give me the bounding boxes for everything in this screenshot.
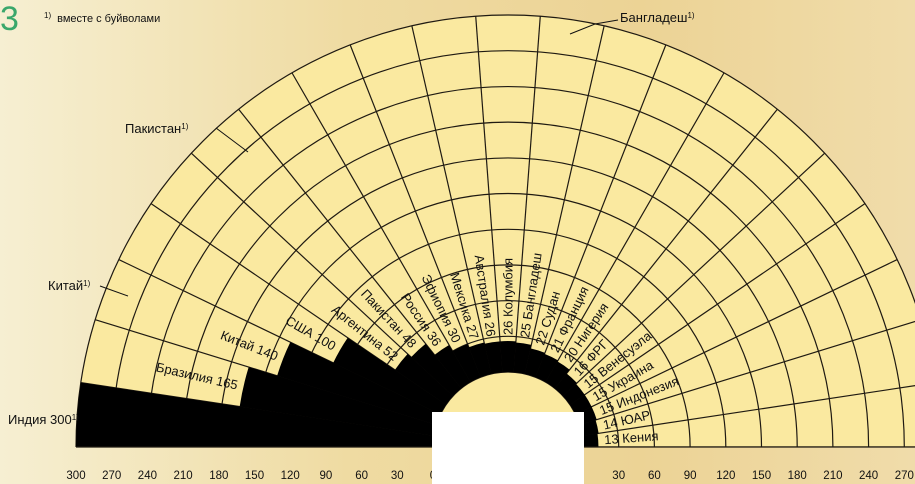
outside-label: Китай1)	[48, 278, 91, 293]
category-label: 26 Колумбия	[501, 258, 516, 335]
footnote-marker: 1)	[83, 279, 90, 288]
tick-label: 60	[355, 470, 368, 482]
tick-label: 90	[684, 470, 697, 482]
tick-label: 240	[859, 470, 878, 482]
grid-radial	[190, 152, 454, 397]
tick-labels: 3002702402101801501209060300306090120150…	[66, 470, 914, 482]
grid-radial	[582, 385, 915, 437]
grid-arc	[182, 121, 834, 447]
grid-radial	[475, 16, 503, 373]
footnote: 1) вместе с буйволами	[44, 11, 160, 26]
tick-label: 210	[174, 470, 193, 482]
bar	[277, 342, 441, 425]
tick-label: 30	[612, 470, 625, 482]
bar	[535, 353, 558, 383]
tick-label: 150	[752, 470, 771, 482]
bar	[513, 342, 532, 374]
footnote-marker: 1)	[44, 11, 51, 20]
grid-radial	[411, 25, 492, 375]
bar	[76, 382, 434, 447]
grid-radial	[579, 320, 915, 426]
tick-label: 150	[245, 470, 264, 482]
grid-radial	[349, 44, 482, 378]
center-cover	[432, 412, 584, 484]
grid-arc	[111, 50, 905, 447]
tick-label: 300	[66, 470, 85, 482]
grid-radial	[238, 108, 462, 389]
outside-label: Индия 3001)	[8, 412, 79, 427]
bar	[545, 361, 570, 389]
bar	[484, 341, 503, 374]
outside-label: Пакистан1)	[125, 121, 189, 136]
slide-number: 3	[0, 0, 19, 38]
tick-label: 180	[209, 470, 228, 482]
footnote-text: вместе с буйволами	[57, 13, 160, 25]
bar	[500, 341, 516, 373]
grid-radial	[524, 25, 605, 375]
leader-line	[99, 285, 129, 297]
chart-background	[76, 15, 915, 447]
tick-label: 60	[648, 470, 661, 482]
tick-label: 240	[138, 470, 157, 482]
bar	[468, 342, 492, 378]
grid-radial	[562, 152, 826, 397]
bar	[452, 343, 481, 383]
bar	[524, 348, 545, 378]
bar	[579, 419, 599, 436]
footnote-marker: 1)	[181, 122, 188, 131]
grid-radial	[544, 72, 725, 383]
bar	[333, 337, 447, 415]
bar	[562, 383, 585, 405]
outside-label: Бангладеш1)	[620, 10, 695, 25]
footnote-marker: 1)	[687, 11, 694, 20]
grid-arc	[218, 157, 798, 447]
chart-bars	[76, 337, 599, 447]
leader-line	[569, 19, 619, 35]
bar	[411, 343, 462, 396]
tick-label: 120	[281, 470, 300, 482]
footnote-marker: 1)	[72, 413, 79, 422]
grid-radial	[554, 108, 778, 389]
grid-radial	[534, 44, 667, 378]
grid-radial	[291, 72, 472, 383]
bar	[569, 394, 592, 415]
grid-arc	[75, 14, 915, 447]
outside-labels: Индия 3001) Китай1) Пакистан1) Бангладеш1)	[8, 10, 695, 427]
grid-radial	[513, 16, 541, 373]
grid-arc	[146, 85, 870, 447]
tick-label: 180	[788, 470, 807, 482]
tick-label: 30	[391, 470, 404, 482]
tick-label: 120	[716, 470, 735, 482]
bar	[434, 344, 471, 389]
tick-label: 90	[320, 470, 333, 482]
tick-label: 210	[823, 470, 842, 482]
tick-label: 270	[895, 470, 914, 482]
grid-radial	[569, 203, 866, 406]
category-label: 13 Кения	[604, 428, 659, 447]
grid-radial	[575, 259, 898, 415]
bar	[239, 367, 437, 436]
bar	[394, 353, 454, 405]
grid-arc	[253, 192, 763, 447]
grid-arc	[289, 228, 727, 447]
bar	[554, 373, 577, 396]
bar	[582, 433, 599, 447]
leader-line	[215, 127, 249, 153]
tick-label: 270	[102, 470, 121, 482]
